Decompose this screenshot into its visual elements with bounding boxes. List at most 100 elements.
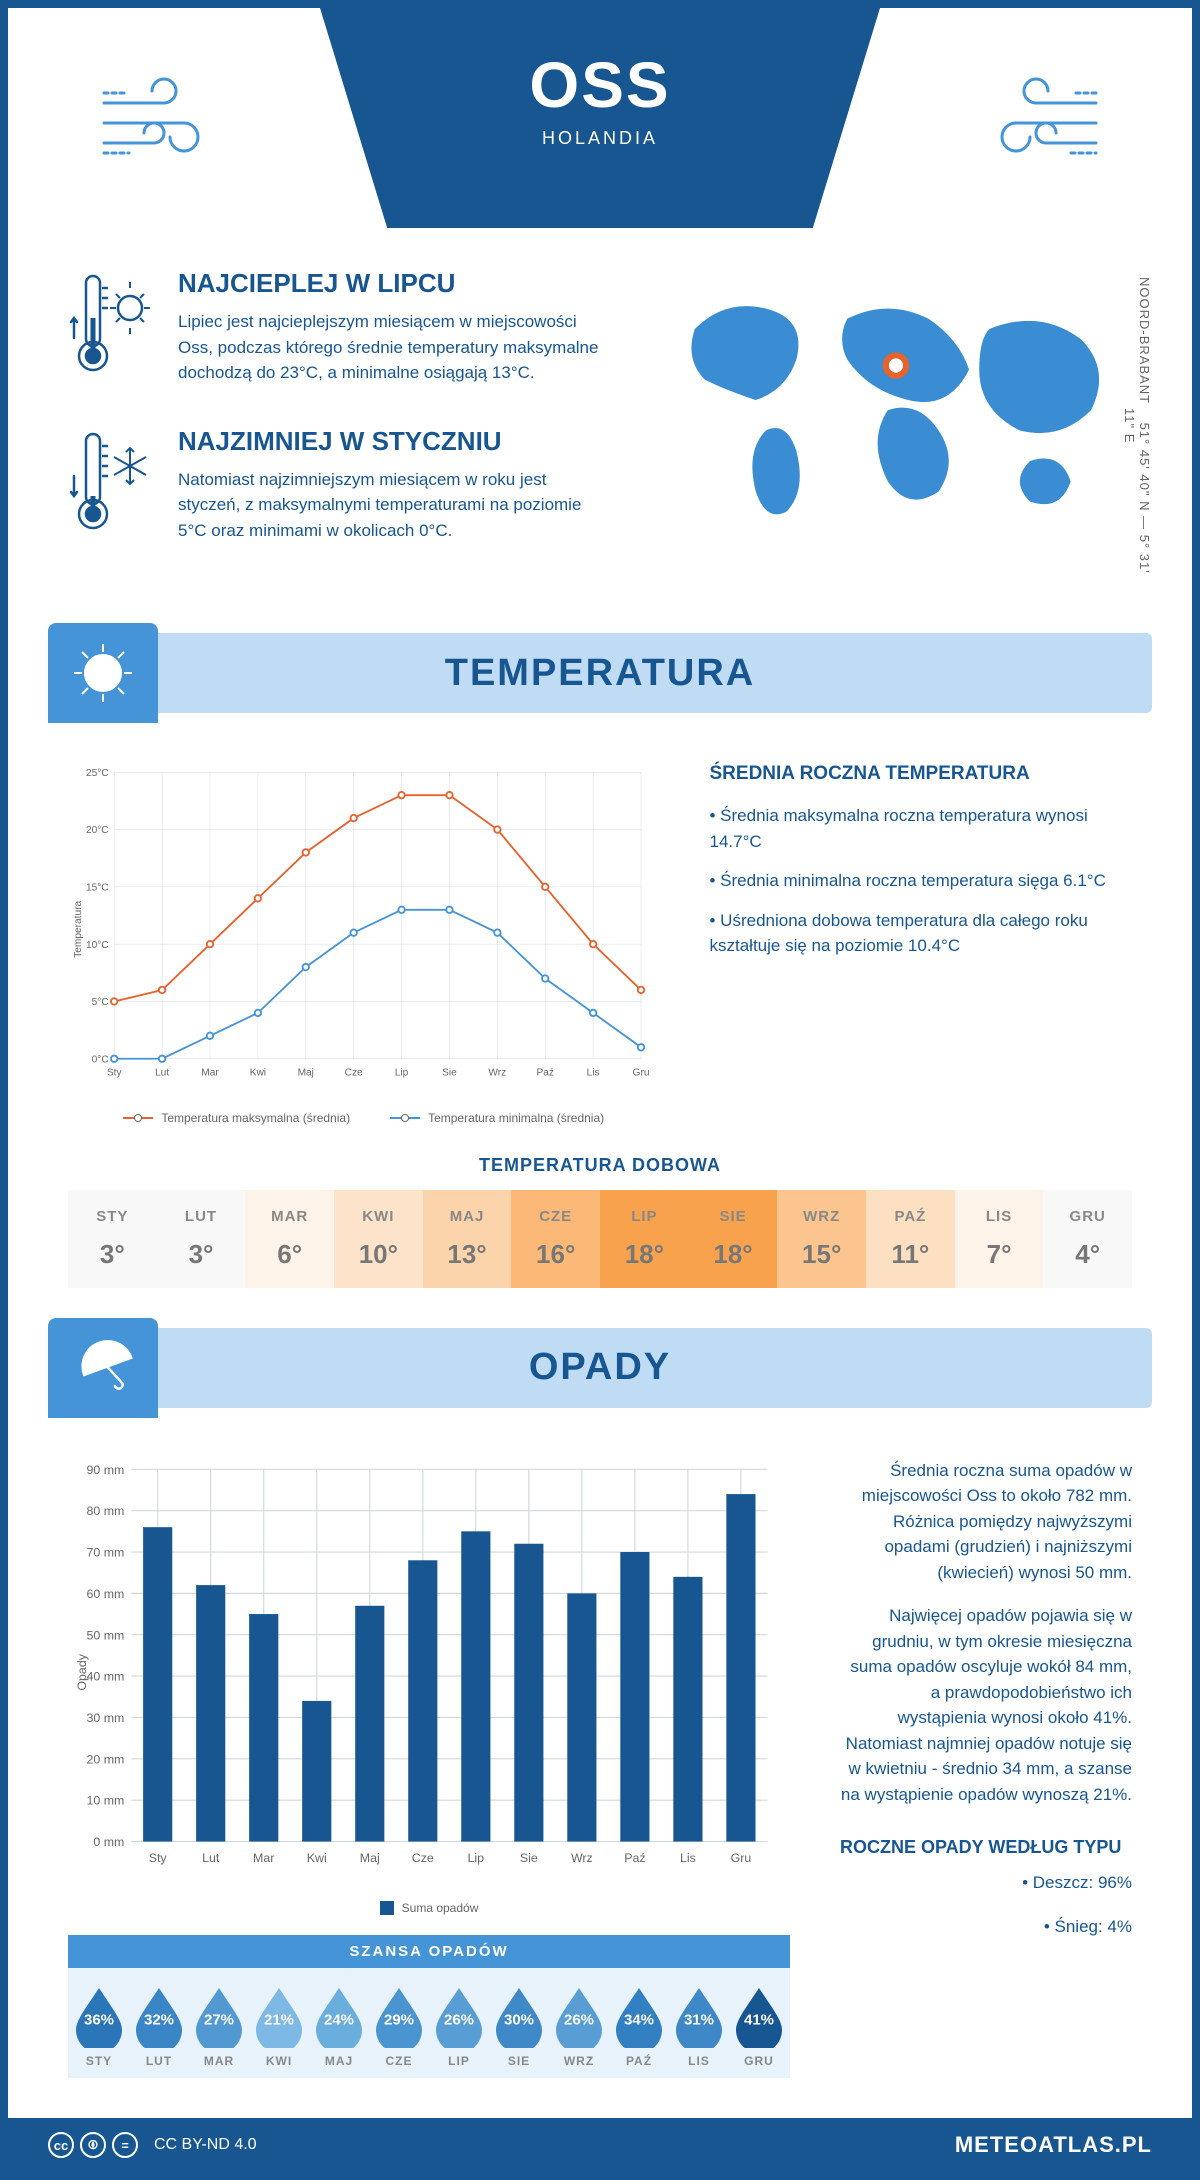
daily-cell: WRZ15° xyxy=(777,1190,866,1288)
svg-text:Lis: Lis xyxy=(587,1067,600,1078)
precipitation-chance: SZANSA OPADÓW 36% STY 32% LUT 27% MAR 21… xyxy=(68,1935,790,2078)
temperatura-header: TEMPERATURA xyxy=(48,633,1152,713)
svg-text:90 mm: 90 mm xyxy=(87,1463,125,1477)
thermometer-hot-icon xyxy=(68,268,158,386)
svg-text:Lut: Lut xyxy=(202,1851,220,1865)
precipitation-text: Średnia roczna suma opadów w miejscowośc… xyxy=(840,1458,1132,2079)
svg-text:60 mm: 60 mm xyxy=(87,1587,125,1601)
coordinates: NOORD-BRABANT 51° 45' 40" N — 5° 31' 11"… xyxy=(1122,268,1152,583)
svg-text:Maj: Maj xyxy=(298,1067,314,1078)
svg-text:Mar: Mar xyxy=(201,1067,219,1078)
section-title: OPADY xyxy=(529,1346,671,1389)
svg-text:Lis: Lis xyxy=(680,1851,696,1865)
chance-drop: 41% GRU xyxy=(732,1984,786,2068)
chance-drop: 29% CZE xyxy=(372,1984,426,2068)
world-map-icon xyxy=(644,268,1132,552)
thermometer-cold-icon xyxy=(68,426,158,544)
site-name: METEOATLAS.PL xyxy=(955,2132,1152,2158)
svg-text:Sie: Sie xyxy=(442,1067,457,1078)
temp-legend: Temperatura maksymalna (średnia) Tempera… xyxy=(68,1111,660,1125)
svg-text:80 mm: 80 mm xyxy=(87,1504,125,1518)
daily-temp-table: STY3° LUT3° MAR6° KWI10° MAJ13° CZE16° L… xyxy=(68,1190,1132,1288)
chance-drop: 26% WRZ xyxy=(552,1984,606,2068)
daily-cell: LUT3° xyxy=(157,1190,246,1288)
wind-icon-left xyxy=(8,8,320,228)
daily-cell: SIE18° xyxy=(689,1190,778,1288)
svg-text:Cze: Cze xyxy=(345,1067,363,1078)
opady-header: OPADY xyxy=(48,1328,1152,1408)
daily-cell: GRU4° xyxy=(1043,1190,1132,1288)
chance-drop: 32% LUT xyxy=(132,1984,186,2068)
svg-text:70 mm: 70 mm xyxy=(87,1545,125,1559)
daily-cell: LIS7° xyxy=(955,1190,1044,1288)
svg-text:Paź: Paź xyxy=(624,1851,645,1865)
cc-icon: cc xyxy=(48,2132,74,2158)
hottest-fact: NAJCIEPLEJ W LIPCU Lipiec jest najcieple… xyxy=(68,268,604,386)
city-name: OSS xyxy=(420,48,780,122)
cc-icons: cc🅯= xyxy=(48,2132,138,2158)
chance-drop: 30% SIE xyxy=(492,1984,546,2068)
svg-text:Gru: Gru xyxy=(633,1067,650,1078)
coldest-fact: NAJZIMNIEJ W STYCZNIU Natomiast najzimni… xyxy=(68,426,604,544)
chance-drop: 27% MAR xyxy=(192,1984,246,2068)
svg-text:Kwi: Kwi xyxy=(307,1851,327,1865)
chance-drop: 31% LIS xyxy=(672,1984,726,2068)
footer: cc🅯= CC BY-ND 4.0 METEOATLAS.PL xyxy=(8,2118,1192,2172)
daily-cell: LIP18° xyxy=(600,1190,689,1288)
daily-temp-title: TEMPERATURA DOBOWA xyxy=(8,1155,1192,1176)
map-block: NOORD-BRABANT 51° 45' 40" N — 5° 31' 11"… xyxy=(644,268,1132,583)
svg-text:Lip: Lip xyxy=(395,1067,409,1078)
svg-text:0 mm: 0 mm xyxy=(93,1835,124,1849)
svg-text:Mar: Mar xyxy=(253,1851,274,1865)
svg-text:30 mm: 30 mm xyxy=(87,1711,125,1725)
daily-cell: STY3° xyxy=(68,1190,157,1288)
daily-cell: MAR6° xyxy=(245,1190,334,1288)
precipitation-chart: 0 mm10 mm20 mm30 mm40 mm50 mm60 mm70 mm8… xyxy=(68,1458,790,1916)
svg-text:Gru: Gru xyxy=(731,1851,752,1865)
svg-text:Sty: Sty xyxy=(107,1067,123,1078)
svg-text:25°C: 25°C xyxy=(86,768,109,779)
svg-text:15°C: 15°C xyxy=(86,883,109,894)
by-icon: 🅯 xyxy=(80,2132,106,2158)
country-name: HOLANDIA xyxy=(420,128,780,149)
daily-cell: PAŹ11° xyxy=(866,1190,955,1288)
intro-section: NAJCIEPLEJ W LIPCU Lipiec jest najcieple… xyxy=(8,228,1192,613)
coldest-text: Natomiast najzimniejszym miesiącem w rok… xyxy=(178,467,604,544)
daily-cell: CZE16° xyxy=(511,1190,600,1288)
temperature-chart: 0°C5°C10°C15°C20°C25°CStyLutMarKwiMajCze… xyxy=(68,763,660,1125)
daily-cell: KWI10° xyxy=(334,1190,423,1288)
title-block: OSS HOLANDIA xyxy=(320,8,880,228)
chance-drop: 34% PAŹ xyxy=(612,1984,666,2068)
svg-text:Maj: Maj xyxy=(360,1851,380,1865)
svg-text:Lut: Lut xyxy=(155,1067,169,1078)
license-text: CC BY-ND 4.0 xyxy=(154,2136,257,2154)
nd-icon: = xyxy=(112,2132,138,2158)
svg-text:Sie: Sie xyxy=(520,1851,538,1865)
svg-text:20 mm: 20 mm xyxy=(87,1752,125,1766)
chance-drop: 26% LIP xyxy=(432,1984,486,2068)
svg-text:40 mm: 40 mm xyxy=(87,1669,125,1683)
daily-cell: MAJ13° xyxy=(423,1190,512,1288)
svg-text:Cze: Cze xyxy=(412,1851,434,1865)
svg-text:Wrz: Wrz xyxy=(571,1851,593,1865)
chance-drop: 36% STY xyxy=(72,1984,126,2068)
header: OSS HOLANDIA xyxy=(8,8,1192,228)
temp-summary: ŚREDNIA ROCZNA TEMPERATURA • Średnia mak… xyxy=(710,763,1133,1125)
infographic: OSS HOLANDIA xyxy=(0,0,1200,2180)
coldest-title: NAJZIMNIEJ W STYCZNIU xyxy=(178,426,604,457)
chance-drop: 21% KWI xyxy=(252,1984,306,2068)
svg-text:10 mm: 10 mm xyxy=(87,1793,125,1807)
svg-text:0°C: 0°C xyxy=(92,1054,109,1065)
section-title: TEMPERATURA xyxy=(445,652,756,695)
hottest-title: NAJCIEPLEJ W LIPCU xyxy=(178,268,604,299)
umbrella-icon xyxy=(48,1318,158,1418)
wind-icon-right xyxy=(880,8,1192,228)
svg-text:Lip: Lip xyxy=(468,1851,485,1865)
svg-text:5°C: 5°C xyxy=(92,997,109,1008)
svg-text:10°C: 10°C xyxy=(86,940,109,951)
svg-text:Wrz: Wrz xyxy=(488,1067,506,1078)
sun-icon xyxy=(48,623,158,723)
svg-text:Temperatura: Temperatura xyxy=(73,901,84,958)
svg-text:20°C: 20°C xyxy=(86,825,109,836)
chance-drop: 24% MAJ xyxy=(312,1984,366,2068)
